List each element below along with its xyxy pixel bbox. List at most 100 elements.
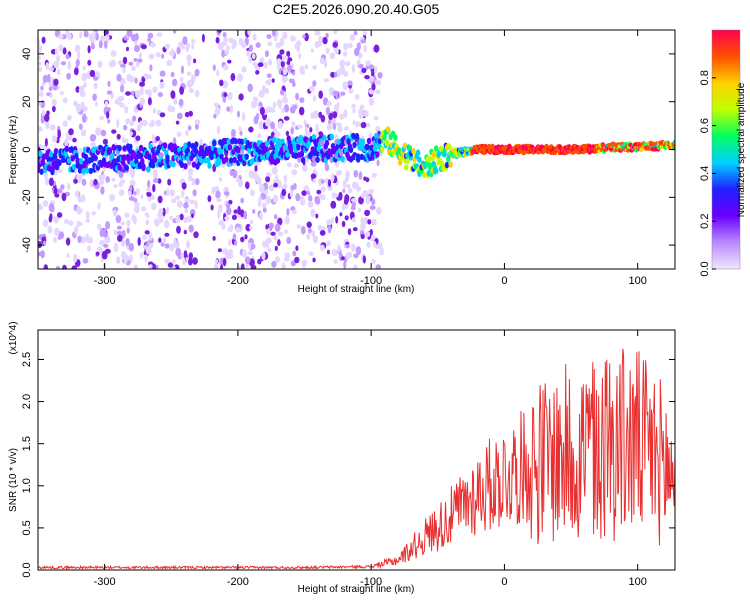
spectrogram-point	[126, 30, 133, 37]
spectrogram-point	[126, 46, 129, 52]
spectrogram-point	[270, 121, 275, 130]
spectrogram-point	[121, 239, 125, 248]
spectrogram-point	[148, 232, 153, 241]
spectrogram-point	[371, 70, 375, 78]
spectrogram-point	[42, 74, 49, 83]
spectrogram-ridge-point	[285, 151, 290, 158]
spectrogram-point	[62, 264, 67, 269]
spectrogram-point	[53, 216, 59, 221]
spectrogram-ridge-point	[359, 153, 364, 160]
spectrogram-point	[41, 36, 46, 44]
spectrogram-point	[234, 240, 238, 246]
spectrogram-point	[85, 218, 91, 223]
spectrogram-point	[237, 265, 242, 269]
spectrogram-point	[298, 52, 302, 60]
spectrogram-point	[323, 59, 328, 68]
spectrogram-point	[312, 95, 317, 102]
snr-line	[38, 348, 675, 570]
spectrogram-point	[99, 178, 105, 186]
spectrogram-point	[334, 47, 339, 55]
spectrogram-point	[109, 193, 116, 202]
spectrogram-point	[358, 63, 364, 69]
spectrogram-ridge-point	[529, 144, 535, 149]
spectrogram-point	[231, 214, 237, 221]
spectrogram-point	[62, 97, 68, 104]
spectrogram-point	[170, 48, 175, 57]
spectrogram-point	[360, 39, 367, 44]
spectrogram-point	[238, 93, 244, 101]
spectrogram-point	[182, 259, 186, 266]
spectrogram-point	[38, 55, 41, 61]
spectrogram-ridge-point	[246, 147, 252, 154]
spectrogram-ridge-point	[185, 147, 191, 154]
spectrogram-ridge-point	[434, 167, 439, 175]
spectrogram-ridge-point	[417, 156, 422, 163]
spectrogram-point	[267, 247, 272, 252]
spectrogram-point	[337, 244, 341, 253]
spectrogram-point	[146, 187, 152, 192]
spectrogram-point	[76, 50, 81, 60]
spectrogram-point	[262, 207, 267, 213]
spectrogram-ridge-point	[200, 157, 205, 164]
spectrogram-point	[139, 252, 144, 259]
spectrogram-point	[353, 47, 360, 57]
spectrogram-point	[75, 103, 82, 113]
spectrogram-point	[232, 169, 238, 179]
spectrogram-point	[185, 257, 189, 262]
spectrogram-point	[305, 132, 310, 138]
spectrogram-ridge-point	[122, 145, 127, 152]
spectrogram-point	[283, 256, 290, 262]
spectrogram-point	[194, 119, 201, 125]
spectrogram-point	[252, 96, 258, 102]
spectrogram-point	[125, 238, 130, 246]
spectrogram-point	[364, 209, 371, 217]
spectrogram-point	[176, 46, 181, 55]
spectrogram-point	[343, 204, 349, 209]
spectrogram-point	[77, 235, 82, 243]
spectrogram-point	[364, 75, 370, 80]
spectrogram-ridge-point	[296, 144, 301, 151]
spectrogram-point	[187, 125, 192, 131]
spectrogram-xtick-label: -300	[94, 275, 116, 287]
spectrogram-point	[174, 195, 181, 200]
spectrogram-ridge-point	[224, 156, 229, 163]
spectrogram-point	[277, 239, 281, 247]
spectrogram-point	[64, 218, 69, 225]
spectrogram-point	[53, 227, 60, 236]
spectrogram-point	[325, 47, 330, 54]
spectrogram-point	[281, 188, 287, 197]
spectrogram-point	[266, 73, 272, 78]
spectrogram-point	[245, 223, 251, 232]
spectrogram-point	[279, 49, 285, 55]
spectrogram-point	[201, 33, 205, 43]
colorbar-tick-label: 0.0	[699, 261, 711, 276]
spectrogram-point	[274, 245, 278, 251]
spectrogram-point	[158, 237, 162, 243]
spectrogram-point	[312, 178, 316, 184]
spectrogram-point	[74, 44, 81, 53]
spectrogram-point	[120, 221, 126, 226]
spectrogram-point	[83, 30, 89, 38]
spectrogram-point	[61, 192, 67, 202]
spectrogram-ytick-label: 40	[21, 48, 33, 60]
spectrogram-point	[367, 219, 372, 225]
spectrogram-ridge-point	[107, 147, 113, 154]
spectrogram-point	[144, 230, 150, 235]
spectrogram-point	[318, 193, 324, 199]
spectrogram-point	[57, 235, 62, 240]
chart-title: C2E5.2026.090.20.40.G05	[273, 1, 440, 17]
spectrogram-point	[368, 188, 375, 194]
spectrogram-point	[365, 60, 371, 66]
spectrogram-point	[150, 42, 156, 48]
spectrogram-ridge-point	[288, 147, 294, 155]
snr-xtick-label: -300	[94, 576, 116, 588]
spectrogram-ridge-point	[398, 159, 403, 166]
spectrogram-point	[153, 178, 159, 183]
spectrogram-point	[52, 105, 56, 113]
spectrogram-point	[370, 75, 375, 82]
spectrogram-point	[167, 178, 172, 186]
spectrogram-point	[67, 183, 71, 190]
spectrogram-point	[152, 263, 156, 269]
spectrogram-point	[38, 66, 43, 72]
